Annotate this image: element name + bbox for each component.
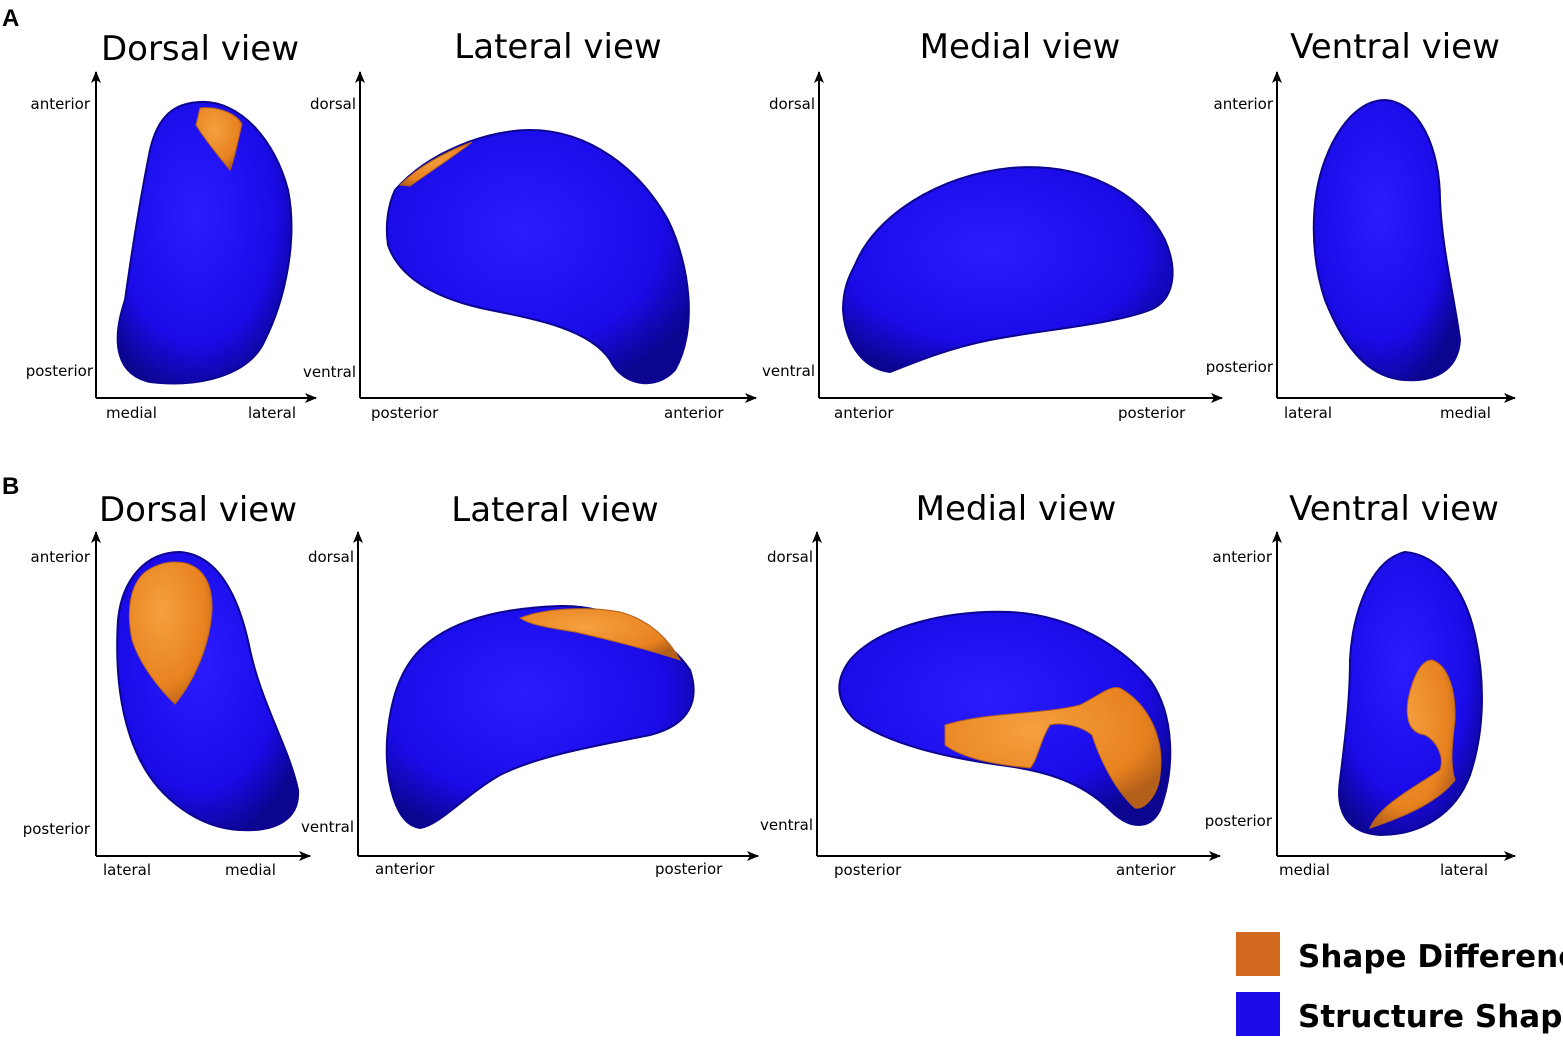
x-axis-left-label: anterior <box>834 404 894 422</box>
y-axis-bottom-label: posterior <box>26 362 94 380</box>
shape-difference-region <box>1369 659 1456 829</box>
y-axis-bottom-label: posterior <box>1205 812 1273 830</box>
structure-shape <box>116 100 293 385</box>
y-axis-top-label: anterior <box>1213 548 1273 566</box>
y-axis-bottom-label: ventral <box>762 362 815 380</box>
x-axis-left-label: anterior <box>375 860 435 878</box>
x-axis-left-label: posterior <box>371 404 439 422</box>
x-axis-right-label: medial <box>1440 404 1491 422</box>
panel-a-dorsal-view: Dorsal view anterior posterior medial la… <box>26 29 317 422</box>
shape-difference-region <box>518 608 682 661</box>
view-title: Ventral view <box>1289 489 1499 529</box>
view-title: Medial view <box>920 27 1121 67</box>
y-axis-top-label: anterior <box>31 95 91 113</box>
y-axis-bottom-label: ventral <box>760 816 813 834</box>
shape-difference-region <box>944 686 1162 809</box>
x-axis-left-label: lateral <box>103 861 151 879</box>
panel-a-medial-view: Medial view dorsal ventral anterior post… <box>762 27 1223 422</box>
shape-difference-region <box>128 561 213 705</box>
legend-swatch-structure-shape <box>1236 992 1280 1036</box>
x-axis-left-label: lateral <box>1284 404 1332 422</box>
x-axis-right-label: lateral <box>1440 861 1488 879</box>
panel-b-dorsal-view: Dorsal view anterior posterior lateral m… <box>23 490 311 879</box>
x-axis-right-label: anterior <box>664 404 724 422</box>
structure-shape <box>1312 98 1462 382</box>
structure-shape <box>385 604 695 830</box>
legend-label-structure-shape: Structure Shape <box>1298 999 1563 1035</box>
shape-difference-region <box>398 141 473 187</box>
panel-b-medial-view: Medial view dorsal ventral posterior ant… <box>760 489 1221 879</box>
y-axis-bottom-label: posterior <box>23 820 91 838</box>
legend-swatch-shape-difference <box>1236 932 1280 976</box>
panel-letter-a: A <box>2 5 19 32</box>
legend-label-shape-difference: Shape Difference <box>1298 939 1563 975</box>
x-axis-right-label: lateral <box>248 404 296 422</box>
view-title: Ventral view <box>1290 27 1500 67</box>
x-axis-right-label: posterior <box>1118 404 1186 422</box>
y-axis-bottom-label: ventral <box>301 818 354 836</box>
x-axis-left-label: posterior <box>834 861 902 879</box>
panel-letter-b: B <box>2 473 19 500</box>
x-axis-left-label: medial <box>106 404 157 422</box>
x-axis-right-label: posterior <box>655 860 723 878</box>
y-axis-top-label: dorsal <box>767 548 813 566</box>
y-axis-bottom-label: posterior <box>1206 358 1274 376</box>
view-title: Dorsal view <box>101 29 299 69</box>
y-axis-top-label: dorsal <box>769 95 815 113</box>
y-axis-top-label: dorsal <box>308 548 354 566</box>
view-title: Lateral view <box>451 490 658 530</box>
y-axis-top-label: anterior <box>1214 95 1274 113</box>
x-axis-right-label: medial <box>225 861 276 879</box>
panel-a-lateral-view: Lateral view dorsal ventral posterior an… <box>303 27 757 422</box>
y-axis-top-label: anterior <box>31 548 91 566</box>
panel-b-lateral-view: Lateral view dorsal ventral anterior pos… <box>301 490 759 878</box>
y-axis-top-label: dorsal <box>310 95 356 113</box>
legend: Shape Difference Structure Shape <box>1236 932 1563 1036</box>
view-title: Lateral view <box>454 27 661 67</box>
x-axis-right-label: anterior <box>1116 861 1176 879</box>
structure-shape <box>841 166 1174 374</box>
panel-a-ventral-view: Ventral view anterior posterior lateral … <box>1206 27 1516 422</box>
y-axis-bottom-label: ventral <box>303 363 356 381</box>
shape-difference-region <box>195 107 243 171</box>
x-axis-left-label: medial <box>1279 861 1330 879</box>
view-title: Dorsal view <box>99 490 297 530</box>
structure-shape <box>385 128 690 385</box>
panel-b-ventral-view: Ventral view anterior posterior medial l… <box>1205 489 1516 879</box>
view-title: Medial view <box>916 489 1117 529</box>
